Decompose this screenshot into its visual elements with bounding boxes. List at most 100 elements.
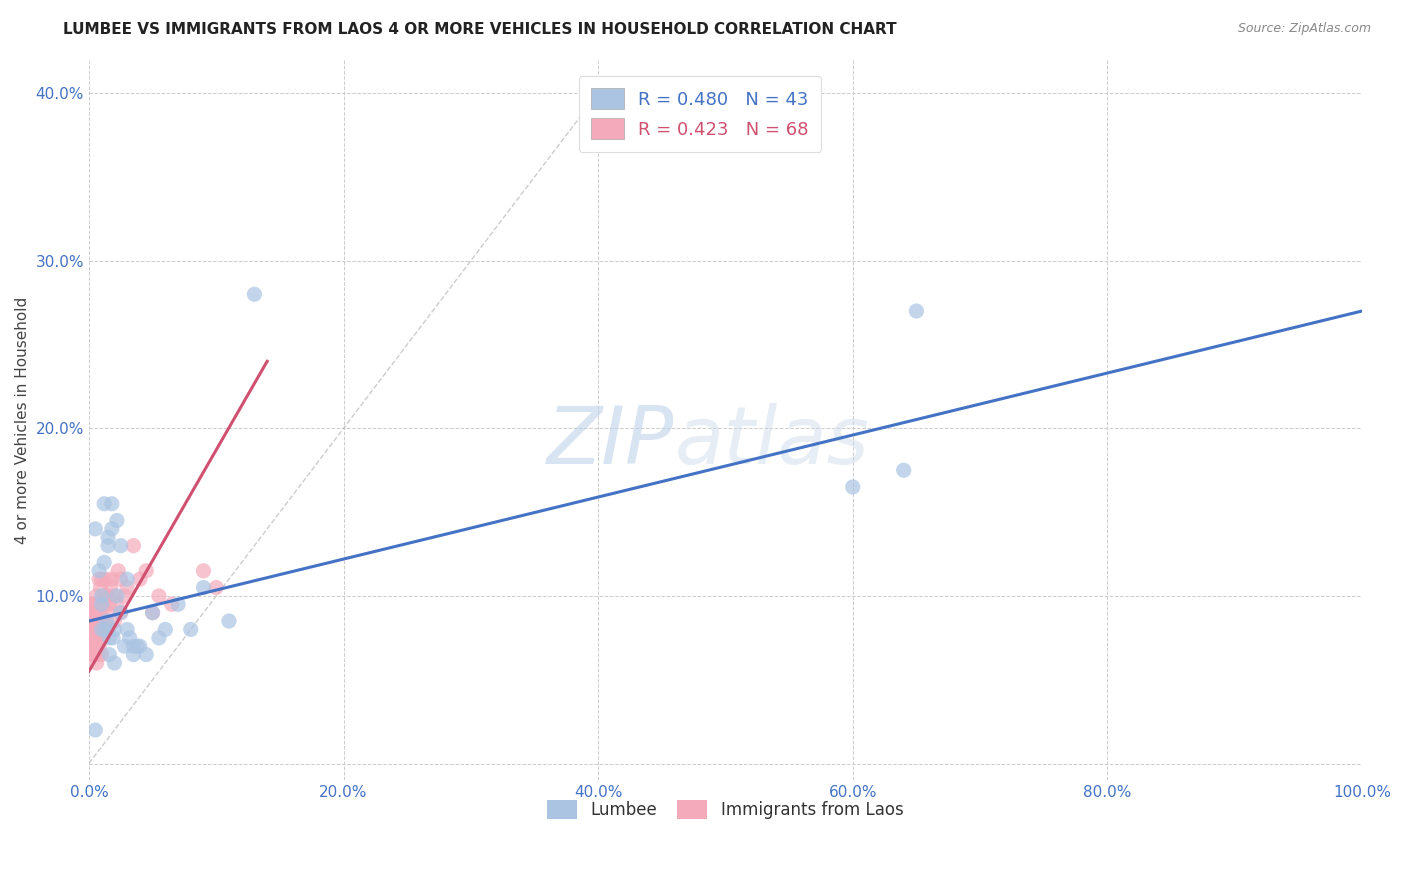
Point bbox=[93, 556, 115, 570]
Point bbox=[115, 581, 138, 595]
Point bbox=[135, 564, 157, 578]
Point bbox=[114, 589, 136, 603]
Point bbox=[87, 597, 110, 611]
Point bbox=[82, 639, 104, 653]
Point bbox=[90, 589, 112, 603]
Point bbox=[193, 564, 215, 578]
Point bbox=[90, 597, 112, 611]
Point bbox=[107, 564, 129, 578]
Point bbox=[91, 597, 114, 611]
Point bbox=[167, 597, 190, 611]
Point bbox=[89, 623, 111, 637]
Point bbox=[118, 631, 141, 645]
Point bbox=[110, 539, 132, 553]
Point bbox=[101, 631, 124, 645]
Point bbox=[86, 639, 108, 653]
Point bbox=[87, 614, 110, 628]
Point bbox=[105, 589, 128, 603]
Point bbox=[90, 631, 112, 645]
Point bbox=[87, 631, 110, 645]
Point bbox=[86, 623, 108, 637]
Point bbox=[98, 631, 121, 645]
Point bbox=[94, 572, 117, 586]
Point bbox=[84, 522, 107, 536]
Point bbox=[93, 497, 115, 511]
Point bbox=[103, 589, 125, 603]
Point bbox=[110, 572, 132, 586]
Point bbox=[135, 648, 157, 662]
Point bbox=[84, 606, 107, 620]
Point bbox=[87, 639, 110, 653]
Point bbox=[84, 723, 107, 737]
Point bbox=[80, 639, 103, 653]
Point bbox=[128, 572, 150, 586]
Point bbox=[101, 522, 124, 536]
Point bbox=[243, 287, 266, 301]
Point bbox=[90, 648, 112, 662]
Point bbox=[128, 639, 150, 653]
Point bbox=[80, 648, 103, 662]
Point bbox=[82, 631, 104, 645]
Point bbox=[90, 614, 112, 628]
Point bbox=[96, 606, 118, 620]
Point bbox=[100, 581, 122, 595]
Point bbox=[103, 656, 125, 670]
Point bbox=[86, 656, 108, 670]
Point bbox=[93, 589, 115, 603]
Point bbox=[83, 639, 105, 653]
Point bbox=[122, 648, 145, 662]
Point bbox=[87, 623, 110, 637]
Point bbox=[155, 623, 177, 637]
Point bbox=[193, 581, 215, 595]
Text: LUMBEE VS IMMIGRANTS FROM LAOS 4 OR MORE VEHICLES IN HOUSEHOLD CORRELATION CHART: LUMBEE VS IMMIGRANTS FROM LAOS 4 OR MORE… bbox=[63, 22, 897, 37]
Point bbox=[84, 597, 107, 611]
Point bbox=[893, 463, 915, 477]
Point bbox=[96, 614, 118, 628]
Point bbox=[80, 631, 103, 645]
Point bbox=[122, 639, 145, 653]
Point bbox=[97, 623, 120, 637]
Point bbox=[87, 564, 110, 578]
Point bbox=[101, 572, 124, 586]
Point bbox=[97, 530, 120, 544]
Point bbox=[842, 480, 865, 494]
Point bbox=[148, 631, 170, 645]
Point bbox=[180, 623, 202, 637]
Point bbox=[205, 581, 228, 595]
Point bbox=[83, 623, 105, 637]
Point bbox=[87, 648, 110, 662]
Point bbox=[84, 639, 107, 653]
Point bbox=[101, 497, 124, 511]
Point bbox=[84, 614, 107, 628]
Point bbox=[82, 614, 104, 628]
Point bbox=[110, 606, 132, 620]
Point bbox=[218, 614, 240, 628]
Text: atlas: atlas bbox=[675, 402, 869, 481]
Point bbox=[89, 606, 111, 620]
Point bbox=[110, 606, 132, 620]
Point bbox=[84, 648, 107, 662]
Point bbox=[80, 606, 103, 620]
Point bbox=[105, 597, 128, 611]
Point bbox=[115, 623, 138, 637]
Point bbox=[114, 639, 136, 653]
Point bbox=[90, 572, 112, 586]
Point bbox=[82, 597, 104, 611]
Point bbox=[86, 606, 108, 620]
Point bbox=[94, 623, 117, 637]
Point bbox=[89, 581, 111, 595]
Point bbox=[87, 572, 110, 586]
Point bbox=[80, 623, 103, 637]
Point bbox=[98, 648, 121, 662]
Point bbox=[122, 539, 145, 553]
Point bbox=[98, 597, 121, 611]
Point bbox=[90, 597, 112, 611]
Text: Source: ZipAtlas.com: Source: ZipAtlas.com bbox=[1237, 22, 1371, 36]
Point bbox=[160, 597, 183, 611]
Point bbox=[83, 606, 105, 620]
Point bbox=[87, 597, 110, 611]
Point bbox=[91, 631, 114, 645]
Legend: Lumbee, Immigrants from Laos: Lumbee, Immigrants from Laos bbox=[541, 794, 910, 826]
Point bbox=[142, 606, 165, 620]
Point bbox=[86, 589, 108, 603]
